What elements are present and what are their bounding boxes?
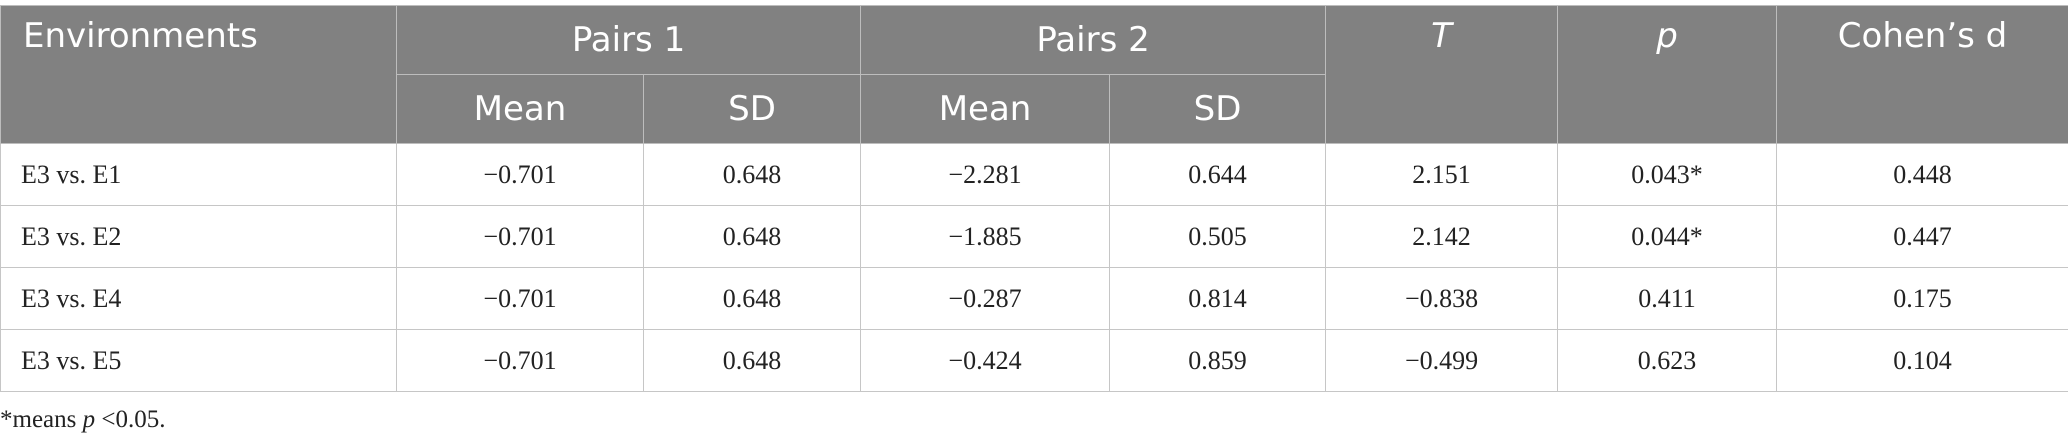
header-cohens-d: Cohen’s d [1776,5,2068,144]
cell-t: 2.142 [1325,205,1559,268]
cell-cohens-d: 0.448 [1776,143,2068,206]
cell-pairs-1-mean: −0.701 [396,329,644,392]
header-t: T [1325,5,1559,144]
paired-comparison-table: Environments Pairs 1 Pairs 2 T p Cohen’s… [0,5,2068,392]
cell-pairs-1-sd: 0.648 [642,143,862,206]
footnote-suffix: <0.05. [95,406,166,433]
footnote-prefix: *means [0,406,83,433]
header-pairs-1-sd: SD [642,74,862,144]
header-pairs-1: Pairs 1 [395,5,862,75]
cell-pairs-2-sd: 0.859 [1109,329,1327,392]
table-row: E3 vs. E5 −0.701 0.648 −0.424 0.859 −0.4… [0,329,2068,392]
header-pairs-2: Pairs 2 [860,5,1327,75]
table-footnote: *means p <0.05. [0,406,165,434]
cell-pairs-1-sd: 0.648 [642,205,862,268]
header-row-1: Environments Pairs 1 Pairs 2 T p Cohen’s… [0,5,2068,144]
cell-pairs-2-sd: 0.814 [1109,267,1327,330]
cell-t: −0.838 [1325,267,1559,330]
table-row: E3 vs. E1 −0.701 0.648 −2.281 0.644 2.15… [0,143,2068,206]
cell-p: 0.623 [1557,329,1778,392]
header-t-label: T [1431,16,1452,56]
cell-pairs-2-mean: −2.281 [860,143,1111,206]
cell-pairs-2-sd: 0.644 [1109,143,1327,206]
cell-pairs-2-mean: −0.424 [860,329,1111,392]
table-body: E3 vs. E1 −0.701 0.648 −2.281 0.644 2.15… [0,143,2068,392]
cell-t: 2.151 [1325,143,1559,206]
header-pairs-1-mean: Mean [396,74,644,144]
cell-environment: E3 vs. E5 [0,329,397,392]
cell-p: 0.043* [1557,143,1778,206]
cell-pairs-1-mean: −0.701 [396,267,644,330]
header-environments: Environments [0,5,397,144]
cell-pairs-1-mean: −0.701 [396,205,644,268]
cell-pairs-2-mean: −0.287 [860,267,1111,330]
table-row: E3 vs. E4 −0.701 0.648 −0.287 0.814 −0.8… [0,267,2068,330]
cell-p: 0.044* [1557,205,1778,268]
cell-environment: E3 vs. E2 [0,205,397,268]
header-pairs-2-mean: Mean [860,74,1111,144]
cell-cohens-d: 0.447 [1776,205,2068,268]
table-row: E3 vs. E2 −0.701 0.648 −1.885 0.505 2.14… [0,205,2068,268]
cell-cohens-d: 0.104 [1776,329,2068,392]
statistics-table-container: Environments Pairs 1 Pairs 2 T p Cohen’s… [0,5,2068,392]
table-header: Environments Pairs 1 Pairs 2 T p Cohen’s… [0,5,2068,144]
header-p-label: p [1656,16,1678,56]
cell-pairs-2-mean: −1.885 [860,205,1111,268]
cell-pairs-1-mean: −0.701 [396,143,644,206]
cell-t: −0.499 [1325,329,1559,392]
cell-p: 0.411 [1557,267,1778,330]
header-row-2: Mean SD Mean SD [1,74,2068,144]
header-p: p [1557,5,1778,144]
cell-cohens-d: 0.175 [1776,267,2068,330]
cell-pairs-1-sd: 0.648 [642,267,862,330]
cell-environment: E3 vs. E1 [0,143,397,206]
header-pairs-2-sd: SD [1109,74,1327,144]
cell-environment: E3 vs. E4 [0,267,397,330]
cell-pairs-2-sd: 0.505 [1109,205,1327,268]
cell-pairs-1-sd: 0.648 [642,329,862,392]
footnote-p: p [82,406,96,433]
